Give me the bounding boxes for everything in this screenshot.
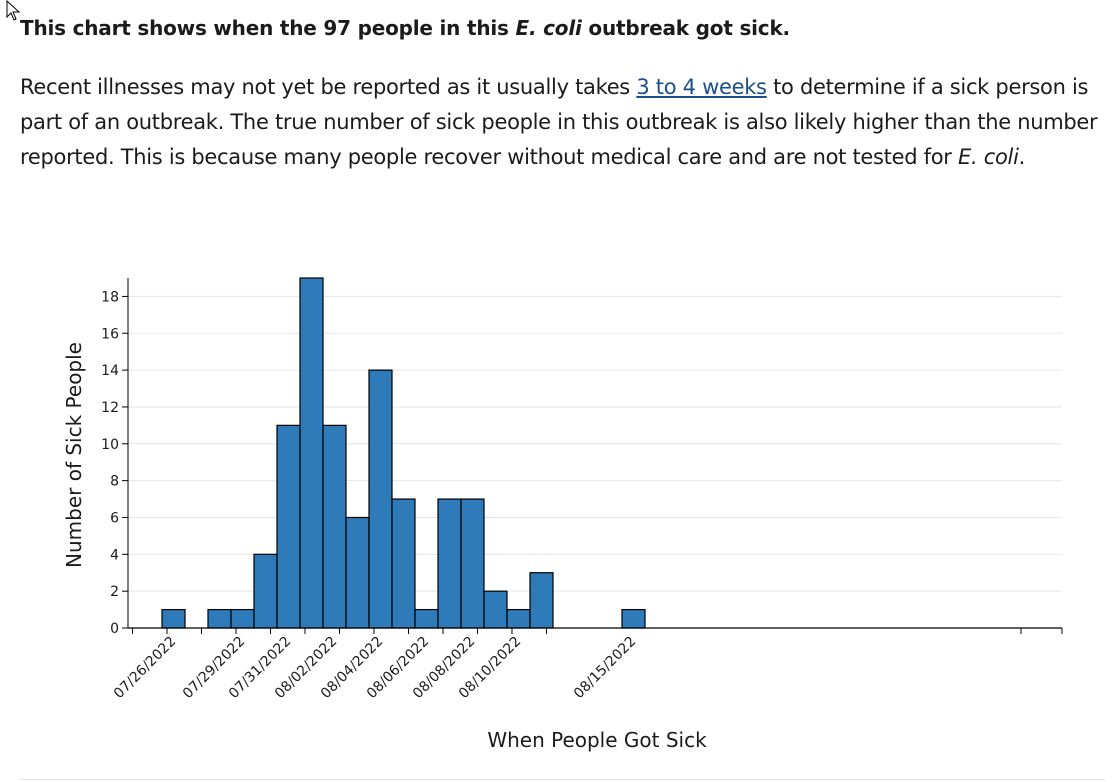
bar-2022-07-30 [253, 553, 278, 629]
gridlines [128, 295, 1062, 592]
y-tick-label: 6 [110, 510, 119, 526]
intro-paragraph: Recent illnesses may not yet be reported… [20, 70, 1105, 175]
y-tick-label: 12 [101, 400, 119, 416]
bar-2022-08-02 [322, 424, 347, 629]
y-tick-label: 18 [101, 289, 119, 305]
bar-2022-08-06 [414, 608, 439, 629]
y-tick-label: 14 [101, 363, 119, 379]
bar-2022-08-05 [391, 498, 416, 629]
headline-organism: E. coli [515, 16, 582, 40]
bar-2022-08-10 [506, 608, 531, 629]
x-axis: 07/26/2022 07/29/202207/31/202208/02/2022… [111, 627, 1063, 702]
intro-end: . [1018, 145, 1026, 169]
y-tick-label: 16 [101, 326, 119, 342]
reporting-timeline-link[interactable]: 3 to 4 weeks [636, 75, 767, 99]
chart-headline: This chart shows when the 97 people in t… [20, 16, 790, 40]
y-axis: 0 2 4 6 8 10 12 14 16 18 [101, 278, 129, 637]
bar-2022-07-31 [276, 424, 301, 629]
bar-2022-07-29 [230, 608, 255, 629]
mouse-cursor-icon [6, 0, 21, 21]
intro-text-continued: to determine if a sick person is part of… [20, 75, 1098, 169]
bar-2022-07-26 [161, 608, 186, 629]
bar-2022-07-28 [207, 608, 232, 629]
intro-text: Recent illnesses may not yet be reported… [20, 75, 630, 99]
bar-2022-08-15 [621, 608, 646, 629]
divider [20, 779, 1105, 780]
x-tick-label: 07/26/2022 [111, 634, 179, 702]
y-tick-label: 10 [101, 437, 119, 453]
bar-2022-08-04 [368, 369, 393, 629]
headline-text: This chart shows when the 97 people in t… [20, 16, 509, 40]
intro-organism: E. coli [958, 145, 1019, 169]
y-tick-label: 4 [110, 547, 119, 563]
bar-2022-08-08 [460, 498, 485, 629]
bars [161, 277, 646, 629]
y-tick-label: 8 [110, 474, 119, 490]
bar-2022-08-07 [437, 498, 462, 629]
bar-2022-08-09 [483, 590, 508, 629]
x-tick-label: 08/15/2022 [571, 634, 639, 702]
bar-2022-08-03 [345, 516, 370, 629]
x-axis-label: When People Got Sick [487, 728, 707, 752]
headline-text-end: outbreak got sick. [588, 16, 790, 40]
y-axis-label: Number of Sick People [62, 342, 86, 568]
bar-2022-08-11 [529, 572, 554, 629]
y-tick-label: 2 [110, 584, 119, 600]
bar-2022-08-01 [299, 277, 324, 629]
y-tick-label: 0 [110, 621, 119, 637]
